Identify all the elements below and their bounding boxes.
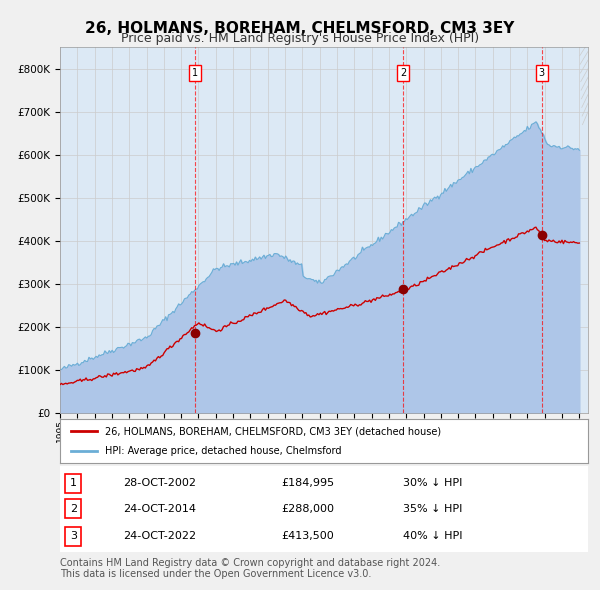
- Text: 3: 3: [539, 68, 545, 78]
- Text: 30% ↓ HPI: 30% ↓ HPI: [403, 478, 463, 488]
- Text: 40% ↓ HPI: 40% ↓ HPI: [403, 531, 463, 541]
- Text: £184,995: £184,995: [282, 478, 335, 488]
- Text: 3: 3: [70, 531, 77, 541]
- Text: £413,500: £413,500: [282, 531, 335, 541]
- Text: 26, HOLMANS, BOREHAM, CHELMSFORD, CM3 3EY (detached house): 26, HOLMANS, BOREHAM, CHELMSFORD, CM3 3E…: [105, 427, 441, 436]
- Text: 26, HOLMANS, BOREHAM, CHELMSFORD, CM3 3EY: 26, HOLMANS, BOREHAM, CHELMSFORD, CM3 3E…: [85, 21, 515, 35]
- Text: 2: 2: [400, 68, 406, 78]
- Text: 2: 2: [70, 504, 77, 514]
- Text: Contains HM Land Registry data © Crown copyright and database right 2024.
This d: Contains HM Land Registry data © Crown c…: [60, 558, 440, 579]
- Text: 24-OCT-2014: 24-OCT-2014: [124, 504, 196, 514]
- Text: £288,000: £288,000: [282, 504, 335, 514]
- Text: HPI: Average price, detached house, Chelmsford: HPI: Average price, detached house, Chel…: [105, 446, 341, 455]
- Text: 24-OCT-2022: 24-OCT-2022: [124, 531, 196, 541]
- Text: 28-OCT-2002: 28-OCT-2002: [124, 478, 196, 488]
- Text: 1: 1: [70, 478, 77, 488]
- Text: Price paid vs. HM Land Registry's House Price Index (HPI): Price paid vs. HM Land Registry's House …: [121, 32, 479, 45]
- Text: 1: 1: [193, 68, 199, 78]
- Text: 35% ↓ HPI: 35% ↓ HPI: [403, 504, 463, 514]
